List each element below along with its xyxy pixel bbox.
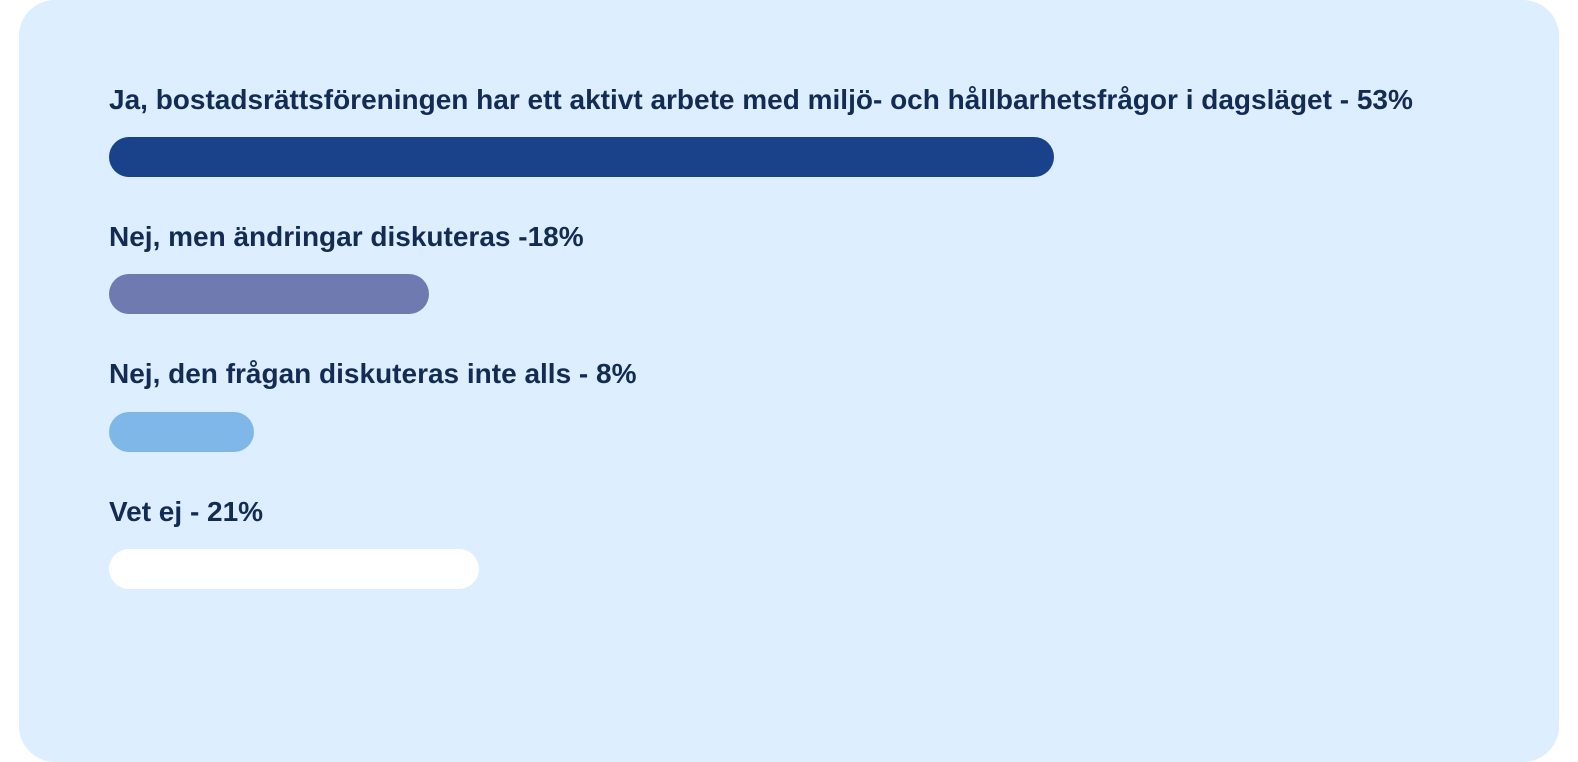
bar-fill [109,412,254,452]
bar-item: Nej, men ändringar diskuteras -18% [109,217,1469,314]
bar-label: Nej, den frågan diskuteras inte alls - 8… [109,354,1469,393]
bar-item: Vet ej - 21% [109,492,1469,589]
bar-fill [109,137,1054,177]
bar-label: Vet ej - 21% [109,492,1469,531]
bar-label: Ja, bostadsrättsföreningen har ett aktiv… [109,80,1469,119]
bar-label: Nej, men ändringar diskuteras -18% [109,217,1469,256]
bar-fill [109,274,429,314]
bar-fill [109,549,479,589]
survey-bar-chart: Ja, bostadsrättsföreningen har ett aktiv… [19,0,1559,762]
bar-item: Nej, den frågan diskuteras inte alls - 8… [109,354,1469,451]
bar-item: Ja, bostadsrättsföreningen har ett aktiv… [109,80,1469,177]
